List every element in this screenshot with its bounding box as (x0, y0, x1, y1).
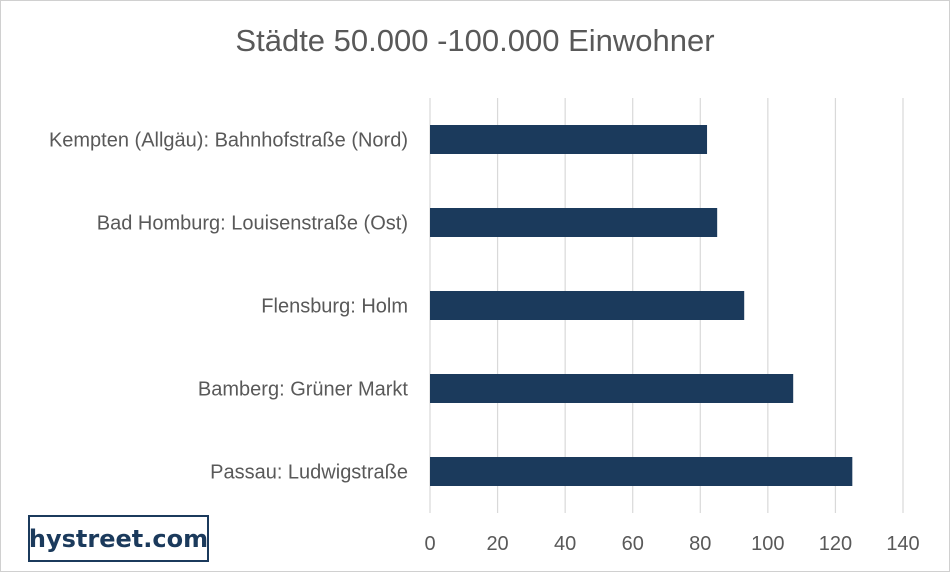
x-tick-label: 40 (554, 533, 576, 555)
x-tick-label: 80 (689, 533, 711, 555)
bar (430, 291, 745, 320)
x-tick-label: 60 (622, 533, 644, 555)
bar (430, 457, 853, 486)
category-labels: Kempten (Allgäu): Bahnhofstraße (Nord) Ba… (49, 130, 408, 484)
category-label: Flensburg: Holm (261, 296, 408, 318)
bar (430, 125, 708, 154)
category-label: Bad Homburg: Louisenstraße (Ost) (97, 213, 408, 235)
bar (430, 208, 718, 237)
x-tick-label: 120 (819, 533, 852, 555)
x-tick-label: 20 (486, 533, 508, 555)
x-tick-label: 100 (751, 533, 784, 555)
bars (430, 125, 853, 486)
category-label: Kempten (Allgäu): Bahnhofstraße (Nord) (49, 130, 408, 152)
chart-title: Städte 50.000 -100.000 Einwohner (235, 23, 715, 58)
hystreet-logo: hystreet.com (28, 515, 209, 562)
x-tick-label: 0 (424, 533, 435, 555)
x-tick-label: 140 (886, 533, 919, 555)
bar (430, 374, 794, 403)
x-tick-labels: 0 20 40 60 80 100 120 140 (424, 533, 919, 555)
category-label: Bamberg: Grüner Markt (198, 379, 409, 401)
category-label: Passau: Ludwigstraße (210, 462, 408, 484)
